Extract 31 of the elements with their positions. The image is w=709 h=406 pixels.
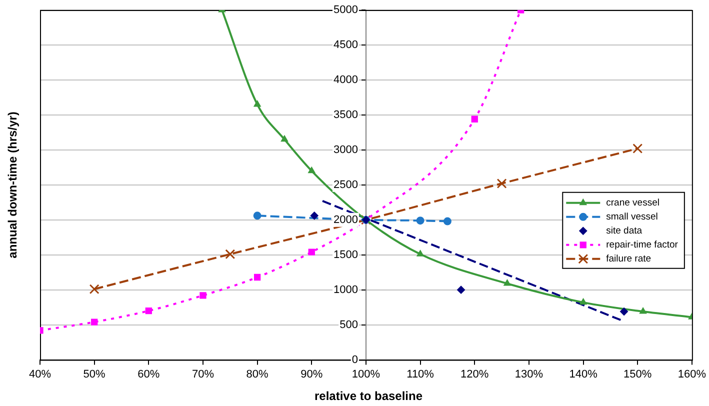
y-tick-label: 3000 xyxy=(333,144,358,156)
legend-label: small vessel xyxy=(606,212,658,223)
x-tick-label: 60% xyxy=(138,368,160,380)
x-tick-label: 140% xyxy=(569,368,598,380)
x-axis-title: relative to baseline xyxy=(313,389,424,403)
y-tick-label: 0 xyxy=(352,354,358,366)
y-tick-label: 500 xyxy=(340,318,358,331)
y-tick-label: 5000 xyxy=(333,4,358,16)
y-tick-label: 4000 xyxy=(333,74,358,86)
y-tick-label: 3500 xyxy=(333,108,358,121)
legend-label: site data xyxy=(606,226,643,237)
x-tick-label: 100% xyxy=(352,368,380,380)
y-axis-title: annual down-time (hrs/yr) xyxy=(5,112,19,258)
x-tick-label: 130% xyxy=(514,368,544,380)
y-tick-label: 2500 xyxy=(333,178,358,191)
x-tick-label: 40% xyxy=(28,368,52,380)
x-tick-label: 70% xyxy=(192,368,214,380)
y-tick-label: 2000 xyxy=(333,214,358,226)
x-tick-label: 150% xyxy=(624,368,652,380)
x-tick-label: 120% xyxy=(460,368,489,380)
legend-label: repair-time factor xyxy=(606,240,678,251)
x-tick-label: 110% xyxy=(406,368,434,380)
x-tick-label: 90% xyxy=(300,368,323,380)
x-tick-label: 160% xyxy=(678,368,706,380)
x-tick-label: 80% xyxy=(246,368,269,380)
legend-label: failure rate xyxy=(606,254,652,265)
y-tick-label: 4500 xyxy=(333,39,358,52)
y-tick-label: 1500 xyxy=(333,248,358,261)
legend-label: crane vessel xyxy=(606,198,660,209)
x-tick-label: 50% xyxy=(83,368,106,380)
y-tick-label: 1000 xyxy=(333,284,358,296)
